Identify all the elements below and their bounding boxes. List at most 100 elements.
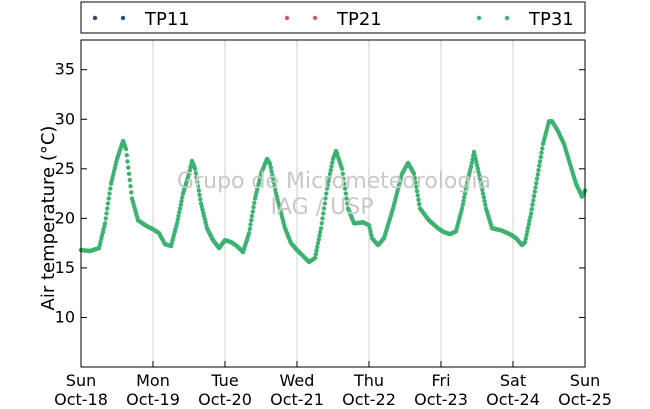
watermark-line-1: Grupo de Micrometeorologia	[177, 169, 491, 194]
data-point	[540, 146, 545, 151]
data-point	[469, 160, 474, 166]
x-tick-weekday: Mon	[136, 371, 170, 390]
data-point	[479, 184, 484, 189]
data-point	[414, 184, 419, 189]
data-point	[342, 186, 348, 191]
data-point	[530, 202, 535, 207]
data-point	[316, 237, 321, 242]
data-point	[482, 198, 487, 204]
data-point	[105, 201, 111, 206]
legend-marker	[504, 15, 510, 21]
data-point	[473, 156, 478, 161]
data-point	[313, 252, 318, 257]
x-tick-date: Oct-23	[414, 390, 468, 409]
x-tick-date: Oct-25	[558, 390, 612, 409]
data-point	[180, 195, 185, 200]
data-point	[537, 159, 543, 164]
data-point	[104, 211, 109, 216]
data-point	[474, 163, 480, 168]
legend-label: TP11	[144, 9, 190, 30]
data-point	[345, 201, 350, 206]
data-point	[465, 180, 470, 185]
data-point	[461, 198, 466, 204]
data-point	[339, 166, 345, 171]
x-tick-date: Oct-21	[270, 390, 324, 409]
x-tick-weekday: Tue	[210, 371, 238, 390]
data-point	[321, 206, 327, 211]
data-point	[328, 167, 333, 173]
vertical-grid	[152, 40, 514, 367]
data-point	[126, 171, 132, 176]
data-point	[459, 206, 465, 211]
data-point	[318, 226, 324, 231]
data-point	[340, 171, 345, 176]
data-point	[325, 182, 330, 188]
data-point	[273, 187, 278, 193]
data-point	[525, 225, 531, 230]
data-point	[246, 231, 252, 236]
data-point	[468, 164, 474, 169]
data-point	[322, 201, 327, 206]
data-point	[327, 171, 333, 176]
data-point	[324, 191, 329, 196]
data-point	[531, 193, 537, 199]
data-point	[525, 229, 530, 234]
data-point	[534, 180, 539, 186]
data-point	[329, 164, 334, 169]
data-point	[477, 173, 482, 178]
data-point	[463, 187, 468, 193]
data-point	[177, 210, 182, 215]
data-point	[343, 191, 348, 196]
data-point	[129, 190, 134, 195]
data-point	[270, 176, 276, 181]
data-point	[268, 165, 273, 170]
data-point	[127, 177, 132, 183]
data-point	[247, 226, 252, 232]
watermark: Grupo de Micrometeorologia IAG / USP	[177, 169, 491, 220]
data-point	[176, 213, 181, 219]
x-tick-date: Oct-19	[126, 390, 180, 409]
data-point	[178, 202, 183, 207]
x-tick-weekday: Thu	[353, 371, 384, 390]
data-point	[324, 186, 330, 191]
data-point	[533, 185, 538, 190]
data-point	[536, 167, 541, 173]
data-point	[319, 221, 324, 226]
data-point	[197, 192, 202, 197]
data-point	[321, 211, 326, 216]
data-point	[368, 229, 373, 234]
data-point	[330, 160, 335, 165]
y-tick-label: 35	[55, 60, 75, 79]
data-point	[250, 209, 255, 214]
data-point	[249, 213, 255, 219]
legend-marker	[284, 15, 290, 21]
data-point	[272, 184, 277, 189]
data-point	[529, 206, 534, 212]
data-point	[344, 196, 349, 201]
x-tick-weekday: Sun	[570, 371, 600, 390]
legend-marker	[120, 15, 126, 21]
x-tick-date: Oct-18	[54, 390, 108, 409]
data-point	[252, 200, 257, 206]
data-point	[248, 222, 253, 227]
x-tick-weekday: Sat	[500, 371, 526, 390]
x-axis: SunOct-18MonOct-19TueOct-20WedOct-21ThuO…	[54, 361, 612, 409]
data-point	[480, 187, 485, 193]
data-point	[193, 171, 198, 176]
data-point	[177, 206, 183, 211]
data-point	[124, 153, 129, 158]
data-point	[320, 216, 325, 221]
data-point	[528, 214, 533, 220]
data-point	[314, 248, 319, 253]
legend-box	[80, 1, 586, 34]
data-point	[483, 202, 488, 207]
data-point	[464, 184, 469, 189]
data-point	[341, 176, 346, 181]
data-point	[194, 175, 199, 180]
data-point	[474, 159, 479, 165]
data-point	[478, 180, 483, 185]
data-points	[78, 119, 588, 265]
data-point	[269, 169, 274, 174]
legend-marker	[92, 15, 98, 21]
data-point	[476, 169, 481, 175]
